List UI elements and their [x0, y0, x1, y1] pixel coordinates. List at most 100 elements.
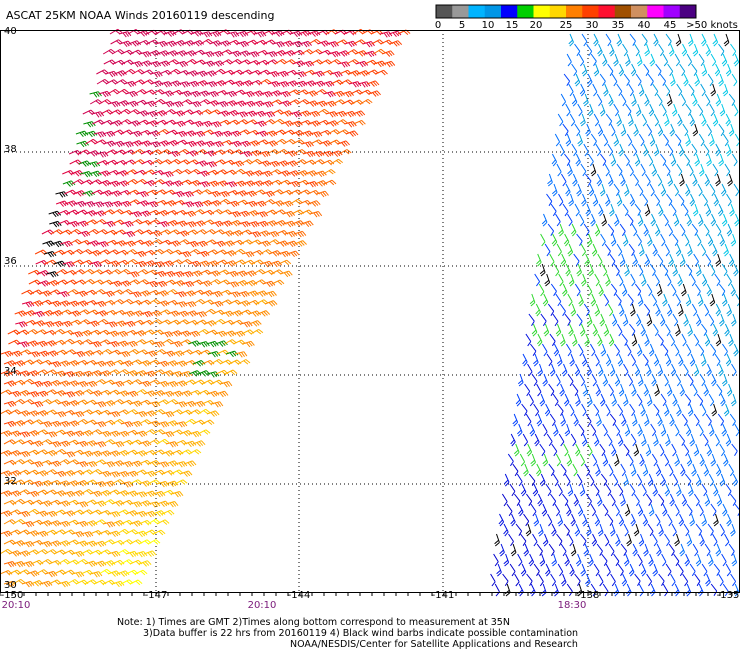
wind-barb — [305, 170, 318, 177]
wind-barb — [598, 363, 604, 377]
wind-barb — [318, 49, 332, 56]
wind-barb — [715, 173, 721, 187]
legend-labels: 0 5 10 15 20 25 30 35 40 45 >50 knots — [0, 0, 740, 40]
wind-barb — [48, 560, 62, 566]
wind-barb — [621, 283, 628, 297]
wind-barb — [623, 473, 629, 487]
wind-barb — [590, 163, 597, 177]
wind-barb — [0, 548, 13, 555]
wind-barb — [726, 223, 733, 237]
wind-barb — [689, 433, 695, 447]
wind-barb — [611, 73, 618, 87]
wind-barb — [683, 523, 690, 537]
wind-barb — [98, 450, 112, 457]
wind-barb — [338, 149, 352, 155]
wind-barb — [555, 453, 562, 467]
wind-barb — [129, 291, 142, 298]
wind-barb — [26, 430, 40, 437]
wind-barb — [617, 563, 624, 577]
wind-barb — [651, 293, 658, 307]
wind-barb — [730, 393, 737, 407]
time-label-east: 18:30 — [557, 600, 587, 611]
wind-barb — [195, 80, 209, 87]
wind-barb — [687, 33, 694, 47]
wind-barb — [197, 389, 211, 396]
wind-barb — [613, 53, 619, 67]
wind-barb — [596, 413, 602, 427]
wind-barb — [599, 103, 606, 117]
wind-barb — [667, 63, 674, 77]
wind-barb — [672, 473, 679, 487]
wind-barb — [592, 83, 598, 97]
wind-barb — [17, 451, 31, 458]
wind-barb — [111, 418, 125, 425]
wind-barb — [587, 233, 593, 247]
wind-barb — [562, 493, 569, 507]
wind-barb — [183, 210, 197, 218]
wind-barb — [508, 533, 514, 547]
wind-barb — [39, 520, 53, 527]
wind-barb — [702, 193, 708, 207]
wind-barb — [596, 543, 603, 557]
wind-barb — [647, 73, 654, 87]
wind-barb — [30, 580, 44, 587]
wind-barb — [80, 488, 94, 495]
wind-barb — [174, 461, 188, 468]
wind-barb — [578, 423, 585, 437]
wind-barb — [594, 353, 600, 367]
wind-barb — [247, 60, 261, 66]
wind-barb — [200, 38, 213, 45]
wind-barb — [719, 473, 726, 487]
wind-barb — [670, 203, 677, 217]
wind-barb — [179, 430, 193, 437]
wind-barb — [592, 323, 598, 337]
wind-barb — [540, 313, 547, 327]
wind-barb — [525, 413, 532, 427]
wind-barb — [217, 198, 231, 205]
wind-barb — [280, 189, 293, 196]
wind-barb — [597, 253, 603, 267]
wind-barb — [323, 169, 336, 175]
wind-barb — [78, 239, 91, 246]
wind-barb — [21, 289, 34, 296]
wind-barb — [177, 70, 190, 76]
wind-barb — [693, 413, 700, 427]
wind-barb — [89, 530, 103, 536]
wind-barb — [616, 243, 623, 257]
wind-barb — [542, 533, 549, 547]
wind-barb — [682, 203, 689, 217]
wind-barb — [725, 433, 732, 447]
wind-barb — [237, 300, 251, 307]
wind-barb — [704, 173, 710, 187]
wind-barb — [44, 340, 57, 347]
wind-barb — [175, 50, 188, 57]
wind-barb — [601, 263, 608, 277]
wind-barb — [595, 383, 601, 397]
wind-barb — [156, 438, 170, 445]
wind-barb — [534, 273, 541, 287]
wind-barb — [181, 281, 195, 288]
wind-barb — [143, 260, 157, 267]
wind-barb — [309, 211, 323, 218]
wind-barb — [635, 103, 642, 117]
wind-barb — [618, 513, 625, 527]
wind-barb — [548, 383, 555, 397]
wind-barb — [662, 583, 669, 597]
wind-barb — [120, 209, 134, 216]
wind-barb — [79, 330, 93, 337]
wind-barb — [667, 143, 674, 157]
wind-barb — [730, 573, 737, 587]
wind-barb — [516, 473, 523, 487]
wind-barb — [557, 563, 564, 577]
wind-barb — [597, 493, 603, 507]
wind-barb — [260, 170, 273, 178]
wind-barb — [691, 463, 697, 477]
wind-barb — [684, 473, 692, 487]
wind-barb — [591, 243, 598, 257]
wind-barb — [257, 230, 271, 237]
wind-barb — [75, 558, 89, 565]
wind-barb — [610, 123, 616, 137]
wind-barb — [225, 100, 238, 107]
wind-barb — [588, 183, 595, 197]
